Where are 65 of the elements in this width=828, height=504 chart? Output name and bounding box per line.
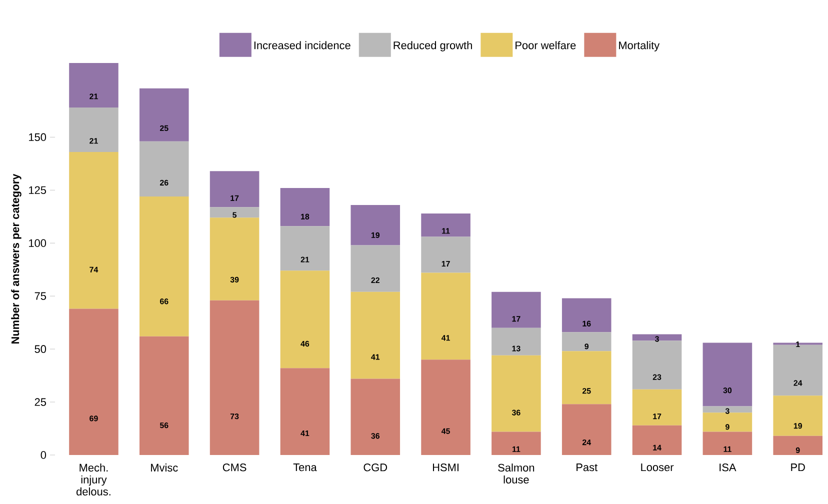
y-tick-label: 25	[34, 398, 46, 406]
bar	[562, 351, 612, 404]
bar	[280, 226, 330, 271]
y-tick-label: 100	[29, 239, 46, 247]
bar	[632, 340, 682, 390]
bar	[562, 298, 612, 332]
bar	[702, 412, 752, 432]
bar	[350, 204, 400, 246]
bar	[492, 292, 541, 328]
y-tick-label: 125	[29, 186, 46, 194]
bar	[421, 272, 470, 360]
bar	[210, 171, 260, 208]
bar	[139, 336, 189, 455]
bar	[702, 432, 752, 455]
bar	[632, 425, 682, 455]
x-tick-label: CGD	[364, 464, 388, 472]
bar	[69, 308, 118, 455]
y-axis-title: Number of answers per category	[11, 174, 22, 344]
bar	[350, 292, 400, 379]
x-tick-label: Mech. injury delous.	[76, 464, 110, 496]
y-tick-label: 75	[34, 292, 46, 300]
bar	[139, 196, 189, 336]
bar	[210, 300, 260, 455]
bar	[69, 152, 118, 309]
x-tick-label: Looser	[641, 464, 674, 472]
bar	[69, 107, 118, 152]
bar	[69, 62, 118, 108]
bar	[350, 378, 400, 455]
bar	[280, 270, 330, 368]
x-tick-label: Salmon louse	[498, 464, 534, 484]
y-tick-label: 0	[40, 451, 46, 459]
bar	[492, 355, 541, 432]
bar	[773, 436, 822, 455]
x-tick-label: Tena	[293, 464, 317, 472]
bar	[280, 368, 330, 455]
legend-label: Reduced growth	[394, 41, 472, 52]
bar	[421, 360, 470, 455]
x-tick-label: PD	[791, 464, 805, 472]
bar	[492, 432, 541, 455]
bar	[773, 396, 822, 436]
bar	[632, 389, 682, 426]
bar	[492, 328, 541, 356]
bar	[562, 332, 612, 352]
bar	[139, 88, 189, 142]
bar	[562, 404, 612, 455]
bar	[280, 188, 330, 226]
bar	[632, 334, 682, 341]
x-tick-label: HSMI	[432, 464, 458, 472]
x-tick-label: CMS	[222, 464, 246, 472]
bar	[139, 141, 189, 196]
y-tick-label: 50	[34, 345, 46, 353]
bar	[702, 342, 752, 406]
x-tick-label: Past	[576, 464, 598, 472]
bar	[350, 245, 400, 292]
legend-label: Mortality	[619, 41, 660, 52]
bar	[421, 213, 470, 237]
x-tick-label: Mvisc	[151, 464, 178, 472]
bar	[421, 236, 470, 273]
legend-label: Increased incidence	[254, 41, 350, 50]
y-tick-label: 150	[29, 133, 46, 142]
bar	[702, 406, 752, 413]
legend-label: Poor welfare	[516, 41, 576, 50]
x-tick-label: ISA	[720, 464, 736, 472]
bar	[210, 207, 260, 218]
bar	[210, 218, 260, 300]
